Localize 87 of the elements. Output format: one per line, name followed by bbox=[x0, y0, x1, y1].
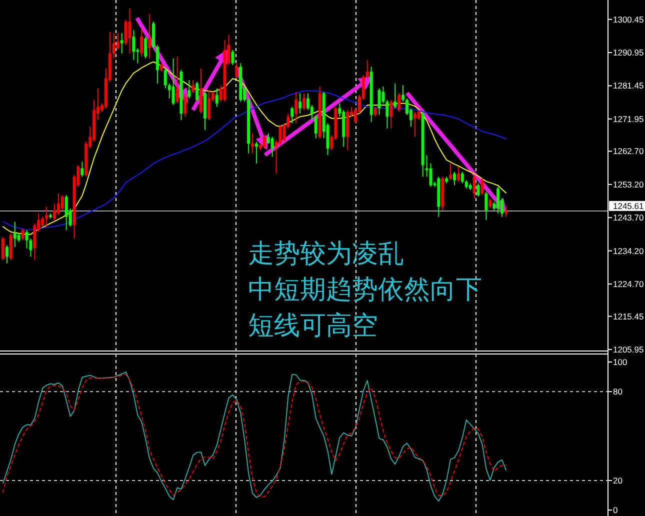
candlestick bbox=[266, 132, 270, 144]
candlestick bbox=[235, 62, 238, 79]
candlestick bbox=[116, 32, 120, 50]
ref-line-label: 1245.61 bbox=[613, 200, 644, 211]
candlestick bbox=[398, 92, 401, 112]
candlestick bbox=[488, 198, 492, 210]
candlestick bbox=[270, 136, 274, 158]
y-tick-label: 80 bbox=[613, 386, 623, 397]
candlestick bbox=[128, 8, 132, 54]
candlestick bbox=[215, 88, 218, 108]
candlestick bbox=[9, 232, 12, 261]
candlestick bbox=[386, 99, 389, 130]
candlestick bbox=[164, 68, 167, 89]
candlestick bbox=[144, 36, 148, 59]
candlestick bbox=[188, 79, 191, 100]
y-tick-label: 1234.20 bbox=[613, 246, 644, 256]
y-tick-label: 1281.45 bbox=[613, 80, 644, 91]
candlestick bbox=[148, 13, 152, 59]
y-tick-label: 20 bbox=[613, 475, 623, 486]
candlestick bbox=[472, 174, 476, 199]
y-tick-label: 1262.70 bbox=[613, 146, 644, 156]
candlestick bbox=[200, 68, 203, 114]
candlestick bbox=[504, 206, 508, 218]
candlestick bbox=[390, 99, 393, 130]
candlestick bbox=[152, 21, 156, 49]
y-tick-label: 1253.20 bbox=[613, 179, 644, 190]
candlestick bbox=[64, 194, 68, 231]
y-tick-label: 0 bbox=[613, 505, 618, 516]
candlestick bbox=[413, 111, 416, 138]
candlestick bbox=[460, 171, 464, 184]
candlestick bbox=[262, 134, 266, 149]
candlestick bbox=[45, 206, 48, 228]
y-tick-label: 1243.70 bbox=[613, 212, 644, 223]
candlestick bbox=[394, 82, 397, 109]
candlestick bbox=[172, 58, 175, 106]
y-tick-label: 1215.45 bbox=[613, 311, 644, 322]
y-tick-label: 100 bbox=[613, 356, 628, 367]
candlestick bbox=[294, 91, 298, 124]
annotation: 短线可高空 bbox=[248, 311, 378, 341]
candlestick bbox=[196, 81, 199, 102]
candlestick bbox=[306, 92, 310, 111]
candlestick bbox=[120, 32, 124, 54]
candlestick bbox=[374, 106, 377, 118]
candlestick bbox=[176, 56, 179, 104]
candlestick bbox=[80, 161, 84, 178]
candlestick bbox=[156, 44, 159, 84]
y-tick-label: 1271.95 bbox=[613, 114, 644, 124]
candlestick bbox=[378, 88, 381, 116]
candlestick bbox=[21, 228, 24, 241]
candlestick bbox=[140, 28, 144, 58]
candlestick bbox=[33, 223, 36, 261]
candlestick bbox=[132, 30, 136, 61]
candlestick bbox=[496, 186, 500, 214]
candlestick bbox=[13, 221, 16, 248]
candlestick bbox=[480, 178, 484, 196]
y-tick-label: 1224.70 bbox=[613, 278, 644, 289]
candlestick bbox=[60, 194, 64, 211]
candlestick bbox=[41, 216, 44, 228]
candlestick bbox=[484, 191, 488, 221]
candlestick bbox=[417, 110, 420, 121]
candlestick bbox=[314, 114, 318, 139]
y-tick-label: 1205.95 bbox=[613, 344, 644, 354]
candlestick bbox=[184, 92, 187, 118]
candlestick bbox=[298, 92, 302, 114]
candlestick bbox=[52, 203, 56, 221]
candlestick bbox=[453, 171, 456, 186]
candlestick bbox=[192, 79, 195, 94]
candlestick bbox=[456, 166, 460, 182]
candlestick bbox=[168, 82, 171, 100]
candlestick bbox=[2, 236, 4, 261]
candlestick bbox=[5, 244, 8, 264]
y-tick-label: 1290.95 bbox=[613, 48, 644, 58]
candlestick bbox=[112, 32, 116, 59]
candlestick bbox=[290, 106, 294, 124]
candlestick bbox=[254, 141, 258, 164]
y-tick-label: 1300.45 bbox=[613, 14, 644, 24]
candlestick bbox=[366, 60, 369, 79]
annotation: 中短期趋势依然向下 bbox=[248, 275, 482, 305]
candlestick bbox=[476, 182, 480, 198]
candlestick bbox=[251, 132, 254, 154]
candlestick bbox=[449, 162, 452, 181]
candlestick bbox=[56, 193, 60, 216]
candlestick bbox=[231, 49, 234, 66]
candlestick bbox=[402, 84, 405, 102]
candlestick bbox=[207, 90, 210, 121]
candlestick bbox=[302, 92, 306, 111]
annotation: 走势较为凌乱 bbox=[248, 239, 404, 269]
